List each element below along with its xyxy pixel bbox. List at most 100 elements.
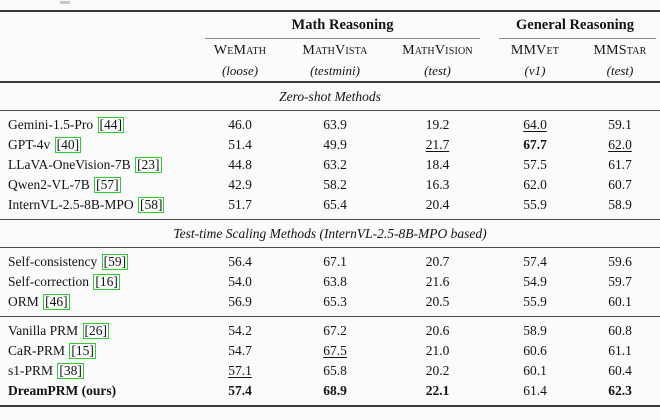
prm-rows: Vanilla PRM [26] 54.2 67.2 20.6 58.9 60.8 CaR-… <box>0 317 660 405</box>
method-name: Self-consistency [59] <box>0 254 195 270</box>
score-cell: 54.0 <box>228 274 252 289</box>
column-mmvet: MMVet <box>510 42 560 58</box>
header-bottom-rule <box>0 81 660 83</box>
score-cell: 67.5 <box>323 343 347 358</box>
score-cell: 60.7 <box>608 177 632 192</box>
score-cell: 54.7 <box>228 343 252 358</box>
table-row: Self-correction [16] 54.0 63.8 21.6 54.9 59.7 <box>0 272 660 292</box>
method-name: Qwen2-VL-7B [57] <box>0 177 195 193</box>
score-cell: 60.8 <box>608 323 632 338</box>
method-name: Vanilla PRM [26] <box>0 323 195 339</box>
zero-shot-rows: Gemini-1.5-Pro [44] 46.0 63.9 19.2 64.0 59.1 G… <box>0 111 660 219</box>
citation-link[interactable]: [59] <box>101 254 129 270</box>
score-cell: 20.4 <box>425 197 450 212</box>
method-label: Qwen2-VL-7B <box>8 177 90 192</box>
citation-link[interactable]: [23] <box>135 157 162 173</box>
method-name: ORM [46] <box>0 294 195 310</box>
score-cell: 58.9 <box>523 323 547 338</box>
score-cell: 63.8 <box>323 274 347 289</box>
method-name: GPT-4v [40] <box>0 137 195 153</box>
score-cell: 55.9 <box>523 294 547 309</box>
table-row: GPT-4v [40] 51.4 49.9 21.7 67.7 62.0 <box>0 135 660 155</box>
score-cell: 57.1 <box>228 363 252 378</box>
score-cell: 62.3 <box>608 383 632 398</box>
method-label: LLaVA-OneVision-7B <box>8 157 131 172</box>
subtitle-mmstar: (test) <box>606 63 634 78</box>
table-row: Qwen2-VL-7B [57] 42.9 58.2 16.3 62.0 60.7 <box>0 175 660 195</box>
method-label: ORM <box>8 294 39 309</box>
score-cell: 57.5 <box>523 157 547 172</box>
section-rule <box>0 219 660 220</box>
citation-link[interactable]: [57] <box>94 177 121 193</box>
citation-link[interactable]: [46] <box>43 294 70 310</box>
method-name: InternVL-2.5-8B-MPO [58] <box>0 197 195 213</box>
score-cell: 46.0 <box>228 117 252 132</box>
score-cell: 58.9 <box>608 197 632 212</box>
subtitle-mmvet: (v1) <box>524 63 546 78</box>
method-label: Self-correction <box>8 274 89 289</box>
score-cell: 20.2 <box>425 363 450 378</box>
score-cell: 60.6 <box>523 343 547 358</box>
citation-link[interactable]: [15] <box>69 343 96 359</box>
column-group-rules <box>0 38 660 40</box>
method-name: Self-correction [16] <box>0 274 195 290</box>
score-cell: 60.4 <box>608 363 632 378</box>
column-mmstar: MMStar <box>593 42 647 58</box>
citation-link[interactable]: [38] <box>57 363 84 379</box>
column-names-row: WeMath MathVista MathVision MMVet MMStar <box>0 40 660 61</box>
section-rule <box>0 247 660 248</box>
method-name: s1-PRM [38] <box>0 363 195 379</box>
score-cell: 57.4 <box>228 383 252 398</box>
score-cell: 21.7 <box>425 137 450 152</box>
method-label: Gemini-1.5-Pro <box>8 117 94 132</box>
section-title: Test-time Scaling Methods (InternVL-2.5-… <box>173 225 487 241</box>
score-cell: 56.4 <box>228 254 252 269</box>
score-cell: 55.9 <box>523 197 547 212</box>
score-cell: 61.7 <box>608 157 632 172</box>
score-cell: 22.1 <box>425 383 450 398</box>
score-cell: 21.0 <box>425 343 450 358</box>
table-row: LLaVA-OneVision-7B [23] 44.8 63.2 18.4 57.5 6… <box>0 155 660 175</box>
citation-link[interactable]: [16] <box>93 274 120 290</box>
table-row: ORM [46] 56.9 65.3 20.5 55.9 60.1 <box>0 292 660 312</box>
citation-link[interactable]: [26] <box>82 323 110 339</box>
table-row: DreamPRM (ours) 57.4 68.9 22.1 61.4 62.3 <box>0 381 660 401</box>
citation-link[interactable]: [58] <box>137 197 165 213</box>
top-margin <box>0 0 660 10</box>
clipped-caption-fragment <box>60 1 70 4</box>
section-rule <box>0 316 660 317</box>
score-cell: 18.4 <box>425 157 450 172</box>
score-cell: 65.4 <box>323 197 347 212</box>
math-reasoning-rule <box>205 38 480 39</box>
score-cell: 59.1 <box>608 117 632 132</box>
citation-link[interactable]: [44] <box>97 117 124 133</box>
subtitle-wemath: (loose) <box>221 63 259 78</box>
score-cell: 63.2 <box>323 157 347 172</box>
column-mathvision: MathVision <box>402 42 473 58</box>
test-time-scaling-rows: Self-consistency [59] 56.4 67.1 20.7 57.4 59.… <box>0 248 660 316</box>
score-cell: 65.8 <box>323 363 347 378</box>
score-cell: 20.7 <box>425 254 450 269</box>
score-cell: 63.9 <box>323 117 347 132</box>
method-label: CaR-PRM <box>8 343 66 358</box>
citation-link[interactable]: [40] <box>54 137 82 153</box>
group-header-row: Math Reasoning General Reasoning <box>0 12 660 38</box>
score-cell: 61.1 <box>608 343 632 358</box>
score-cell: 60.1 <box>523 363 547 378</box>
score-cell: 62.0 <box>523 177 547 192</box>
score-cell: 59.7 <box>608 274 632 289</box>
score-cell: 64.0 <box>523 117 547 132</box>
score-cell: 19.2 <box>425 117 450 132</box>
column-mathvista: MathVista <box>302 42 368 58</box>
method-name: CaR-PRM [15] <box>0 343 195 359</box>
score-cell: 62.0 <box>608 137 632 152</box>
group-header-math-reasoning: Math Reasoning <box>291 16 394 33</box>
score-cell: 20.5 <box>425 294 450 309</box>
column-subtitles-row: (loose) (testmini) (test) (v1) (test) <box>0 61 660 81</box>
score-cell: 60.1 <box>608 294 632 309</box>
method-name: LLaVA-OneVision-7B [23] <box>0 157 195 173</box>
section-zero-shot: Zero-shot Methods <box>0 83 660 110</box>
score-cell: 16.3 <box>425 177 450 192</box>
subtitle-mathvision: (test) <box>424 63 451 78</box>
method-label: s1-PRM <box>8 363 54 378</box>
